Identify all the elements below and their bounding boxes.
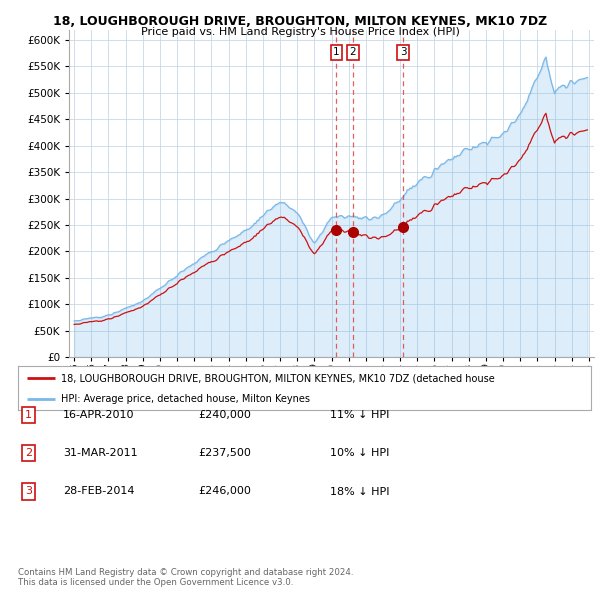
- Text: 10% ↓ HPI: 10% ↓ HPI: [330, 448, 389, 458]
- Text: 18% ↓ HPI: 18% ↓ HPI: [330, 487, 389, 496]
- Text: 2: 2: [349, 47, 356, 57]
- Text: 18, LOUGHBOROUGH DRIVE, BROUGHTON, MILTON KEYNES, MK10 7DZ: 18, LOUGHBOROUGH DRIVE, BROUGHTON, MILTO…: [53, 15, 547, 28]
- Text: 3: 3: [400, 47, 406, 57]
- Text: HPI: Average price, detached house, Milton Keynes: HPI: Average price, detached house, Milt…: [61, 394, 310, 404]
- Text: 1: 1: [333, 47, 340, 57]
- Text: 18, LOUGHBOROUGH DRIVE, BROUGHTON, MILTON KEYNES, MK10 7DZ (detached house: 18, LOUGHBOROUGH DRIVE, BROUGHTON, MILTO…: [61, 373, 495, 383]
- Text: £246,000: £246,000: [198, 487, 251, 496]
- Text: 2: 2: [25, 448, 32, 458]
- Text: 1: 1: [25, 410, 32, 419]
- Text: 11% ↓ HPI: 11% ↓ HPI: [330, 410, 389, 419]
- Text: 31-MAR-2011: 31-MAR-2011: [63, 448, 137, 458]
- Text: Contains HM Land Registry data © Crown copyright and database right 2024.
This d: Contains HM Land Registry data © Crown c…: [18, 568, 353, 587]
- Text: £237,500: £237,500: [198, 448, 251, 458]
- Text: 28-FEB-2014: 28-FEB-2014: [63, 487, 134, 496]
- Text: £240,000: £240,000: [198, 410, 251, 419]
- Text: 3: 3: [25, 487, 32, 496]
- Text: Price paid vs. HM Land Registry's House Price Index (HPI): Price paid vs. HM Land Registry's House …: [140, 27, 460, 37]
- Text: 16-APR-2010: 16-APR-2010: [63, 410, 134, 419]
